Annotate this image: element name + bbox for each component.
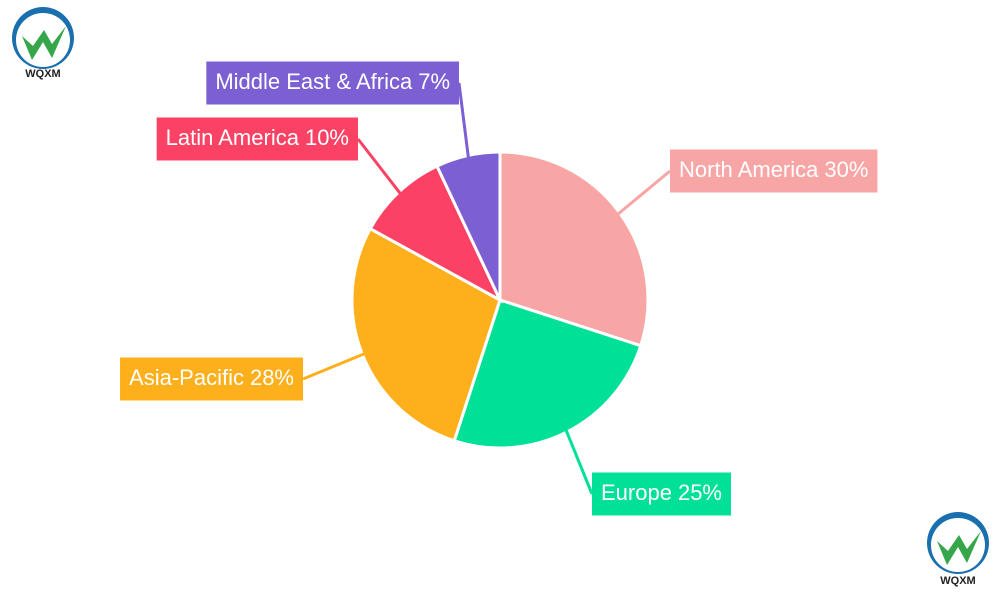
label-category: North America: [679, 157, 819, 182]
logo: WQXM: [12, 7, 74, 80]
data-label: Middle East & Africa 7%: [206, 61, 459, 105]
logo-text: WQXM: [25, 68, 60, 80]
leader-line: [302, 351, 368, 381]
label-text: Asia-Pacific 28%: [129, 365, 294, 390]
data-label: Europe 25%: [592, 472, 731, 516]
label-text: Middle East & Africa 7%: [215, 69, 450, 94]
leader-line: [356, 138, 403, 197]
slices: [350, 150, 650, 450]
logo-mark: [22, 26, 66, 60]
data-label: North America 30%: [670, 149, 878, 193]
label-value: 30%: [824, 157, 868, 182]
label-value: 10%: [305, 125, 349, 150]
leader-line: [563, 427, 594, 495]
logo: WQXM: [927, 512, 989, 587]
data-label: Asia-Pacific 28%: [120, 357, 303, 401]
label-box: [206, 61, 459, 105]
label-text: North America 30%: [679, 157, 868, 182]
leader-line: [615, 169, 671, 217]
label-value: 7%: [418, 69, 450, 94]
label-value: 28%: [250, 365, 294, 390]
label-category: Middle East & Africa: [215, 69, 413, 94]
label-box: [670, 149, 878, 193]
label-value: 25%: [678, 480, 722, 505]
label-category: Latin America: [166, 125, 300, 150]
label-text: Europe 25%: [601, 480, 722, 505]
label-category: Europe: [601, 480, 672, 505]
logo-text: WQXM: [940, 575, 975, 587]
label-box: [592, 472, 731, 516]
labels: North America 30% Europe 25% Asia-Pacific 28%…: [120, 61, 878, 516]
label-box: [156, 117, 358, 161]
label-box: [120, 357, 303, 401]
leader-line: [457, 82, 471, 161]
data-label: Latin America 10%: [156, 117, 358, 161]
label-category: Asia-Pacific: [129, 365, 244, 390]
label-text: Latin America 10%: [166, 125, 349, 150]
logo-mark: [937, 531, 981, 565]
